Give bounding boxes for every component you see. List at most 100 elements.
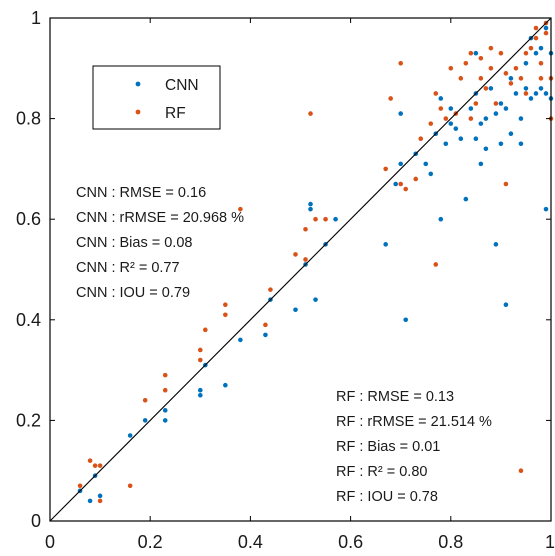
cnn-point (448, 106, 454, 111)
cnn-point (308, 201, 313, 207)
one-to-one-line (49, 17, 552, 522)
legend-label-cnn: CNN (165, 77, 199, 94)
rf-point (478, 76, 484, 81)
cnn-point (508, 76, 514, 81)
cnn-point (503, 302, 509, 308)
cnn-point (398, 111, 404, 116)
rf-point (523, 91, 529, 96)
rf-point (418, 136, 424, 142)
rf-point (473, 101, 479, 106)
rf-point (97, 498, 103, 504)
cnn-point (308, 206, 313, 212)
cnn-point (403, 317, 409, 323)
rf-point (463, 60, 469, 66)
cnn-point (483, 146, 489, 152)
cnn-point (293, 307, 298, 313)
cnn-point (453, 126, 459, 131)
y-tick-label: 0 (31, 511, 41, 531)
cnn-point (468, 106, 474, 111)
rf-point (293, 252, 298, 257)
cnn-point (513, 91, 519, 96)
rf-point (503, 181, 509, 187)
cnn-point (478, 121, 484, 126)
cnn-point (97, 493, 103, 499)
cnn-point (493, 242, 499, 247)
cnn-point (423, 161, 429, 167)
rf-point (428, 121, 434, 126)
cnn-point (383, 242, 388, 247)
rf-stat-rmse: RF : RMSE = 0.13 (336, 389, 454, 405)
cnn-point (508, 131, 514, 136)
x-tick-label: 0.8 (438, 532, 463, 552)
rf-stats-block: RF : RMSE = 0.13 RF : rRMSE = 21.514 % R… (336, 389, 492, 505)
data-points (77, 20, 554, 504)
rf-point (483, 86, 489, 91)
rf-point (198, 347, 203, 353)
cnn-stat-rrmse: CNN : rRMSE = 20.968 % (76, 210, 244, 226)
cnn-point (313, 297, 318, 302)
rf-point (523, 50, 529, 56)
rf-point (538, 60, 544, 66)
x-tick-label: 0.2 (138, 532, 163, 552)
rf-point (127, 483, 133, 489)
rf-point (438, 106, 444, 111)
cnn-point (543, 91, 549, 96)
rf-point (488, 45, 494, 51)
cnn-point (443, 141, 449, 147)
cnn-stat-bias: CNN : Bias = 0.08 (76, 235, 192, 251)
rf-point (518, 468, 524, 474)
rf-point (92, 463, 98, 468)
cnn-point (488, 86, 494, 91)
cnn-stat-r2: CNN : R² = 0.77 (76, 260, 180, 276)
cnn-point (483, 116, 489, 121)
rf-point (77, 483, 83, 489)
rf-point (488, 66, 494, 71)
rf-point (458, 76, 464, 81)
rf-point (533, 35, 539, 41)
x-tick-label: 0.4 (238, 532, 263, 552)
cnn-point (458, 136, 464, 142)
cnn-point (473, 136, 479, 142)
rf-point (448, 66, 454, 71)
rf-point (433, 91, 439, 96)
y-axis-ticks: 0 0.2 0.4 0.6 0.8 1 (16, 8, 551, 531)
cnn-point (198, 387, 203, 393)
rf-point (528, 45, 534, 51)
cnn-point (333, 216, 338, 222)
rf-point (263, 322, 268, 328)
plot-area-box (49, 17, 552, 522)
cnn-point (127, 433, 133, 438)
cnn-stat-iou: CNN : IOU = 0.79 (76, 285, 190, 301)
cnn-point (493, 111, 499, 116)
cnn-point (428, 171, 434, 177)
cnn-point (498, 141, 504, 147)
legend-box (92, 65, 221, 130)
rf-point (313, 216, 318, 222)
rf-point (203, 327, 208, 333)
cnn-point (142, 418, 148, 423)
rf-point (513, 66, 519, 71)
cnn-point (478, 161, 484, 167)
legend: CNN RF (92, 65, 221, 130)
y-tick-label: 0.6 (16, 209, 41, 229)
cnn-point (533, 50, 539, 56)
cnn-point (543, 206, 549, 212)
cnn-point (393, 181, 398, 187)
rf-stat-iou: RF : IOU = 0.78 (336, 489, 438, 505)
cnn-stats-block: CNN : RMSE = 0.16 CNN : rRMSE = 20.968 %… (76, 185, 244, 301)
rf-stat-r2: RF : R² = 0.80 (336, 464, 427, 480)
rf-point (543, 30, 549, 36)
cnn-point (533, 91, 539, 96)
rf-point (468, 116, 474, 121)
rf-point (398, 60, 404, 66)
cnn-point (518, 141, 524, 147)
y-tick-label: 1 (31, 8, 41, 28)
y-tick-label: 0.4 (16, 310, 41, 330)
rf-point (478, 55, 484, 61)
cnn-point (538, 86, 544, 91)
rf-point (142, 397, 148, 403)
cnn-point (518, 116, 524, 121)
cnn-point (162, 408, 168, 413)
cnn-point (87, 498, 93, 504)
